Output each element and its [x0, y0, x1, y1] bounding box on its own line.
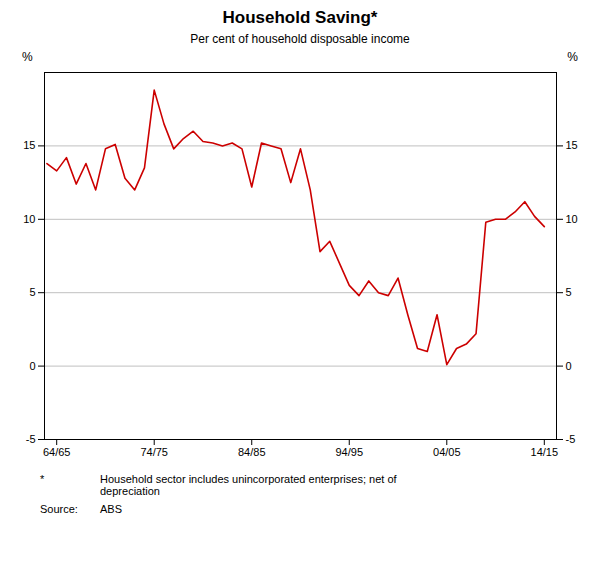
svg-text:94/95: 94/95 — [335, 446, 363, 458]
html-text:Per cent of household disposab: Per cent of household disposable income — [190, 32, 410, 46]
svg-text:10: 10 — [566, 213, 578, 225]
svg-text:84/85: 84/85 — [238, 446, 266, 458]
svg-text:64/65: 64/65 — [43, 446, 71, 458]
svg-text:-5: -5 — [26, 433, 36, 445]
html-text:Source:: Source: — [40, 503, 78, 515]
svg-text:10: 10 — [23, 213, 35, 225]
html-text:Household Saving*: Household Saving* — [222, 8, 378, 27]
svg-text:74/75: 74/75 — [140, 446, 168, 458]
svg-text:0: 0 — [29, 360, 35, 372]
svg-text:5: 5 — [29, 286, 35, 298]
svg-text:0: 0 — [566, 360, 572, 372]
svg-text:5: 5 — [566, 286, 572, 298]
svg-text:14/15: 14/15 — [531, 446, 559, 458]
html-text:ABS: ABS — [100, 503, 122, 515]
svg-text:15: 15 — [566, 139, 578, 151]
html-text:Household sector includes unin: Household sector includes unincorporated… — [100, 473, 397, 497]
svg-text:15: 15 — [23, 139, 35, 151]
svg-text:04/05: 04/05 — [433, 446, 461, 458]
svg-text:-5: -5 — [566, 433, 576, 445]
